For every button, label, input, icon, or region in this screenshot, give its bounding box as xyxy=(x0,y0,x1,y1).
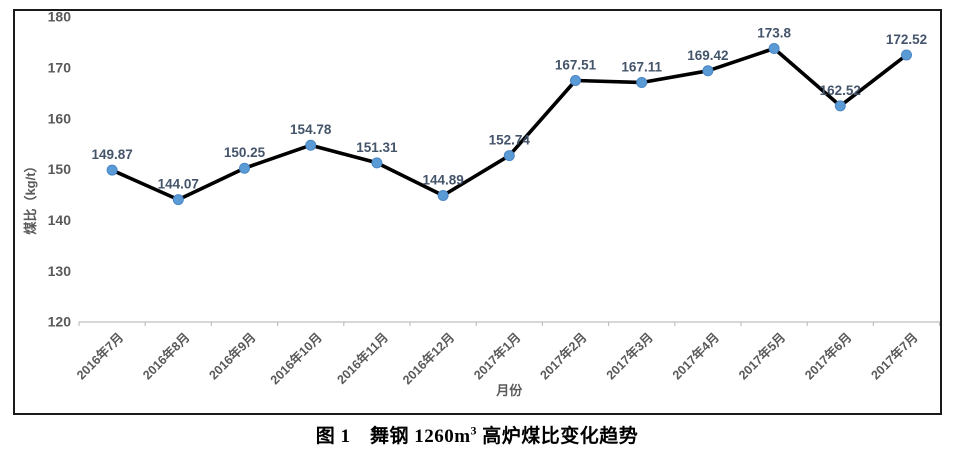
x-tick-label: 2017年1月 xyxy=(471,330,524,383)
data-point-label: 172.52 xyxy=(886,32,927,47)
line-chart-frame: 120 130 140 150 160 170 180 2016年7月 2016年8月 2016年… xyxy=(13,9,942,415)
data-point-label: 162.52 xyxy=(820,83,861,98)
data-point-label: 152.74 xyxy=(489,133,531,148)
x-tick-label: 2017年2月 xyxy=(537,330,590,383)
data-point-label: 169.42 xyxy=(687,48,728,63)
data-point-label: 144.07 xyxy=(158,177,199,192)
data-point-marker xyxy=(901,49,912,61)
figure-caption-prefix: 图 1 舞钢 1260m xyxy=(315,426,471,447)
data-point-marker xyxy=(636,77,648,89)
y-tick-label: 140 xyxy=(48,212,72,228)
x-tick-label: 2017年5月 xyxy=(735,330,788,383)
x-tick-label: 2016年12月 xyxy=(399,330,457,388)
x-tick-label: 2016年8月 xyxy=(140,330,193,383)
data-point-marker xyxy=(172,194,184,206)
data-point-label: 151.31 xyxy=(356,140,398,155)
data-point-label: 154.78 xyxy=(290,122,332,137)
x-tick-label: 2017年6月 xyxy=(802,330,855,383)
data-point-marker xyxy=(702,65,714,77)
x-tick-label: 2016年11月 xyxy=(334,330,391,387)
data-point-marker xyxy=(305,139,317,151)
data-point-label: 150.25 xyxy=(224,145,266,160)
x-tick-label: 2016年9月 xyxy=(206,330,259,383)
figure-caption: 图 1 舞钢 1260m3 高炉煤比变化趋势 xyxy=(0,421,954,448)
y-tick-label: 180 xyxy=(48,11,72,25)
data-point-marker xyxy=(371,157,383,169)
x-axis-title: 月份 xyxy=(495,383,523,398)
data-point-marker xyxy=(503,150,515,162)
x-tick-label: 2017年7月 xyxy=(868,330,921,383)
data-point-label: 173.8 xyxy=(757,26,791,41)
data-point-marker xyxy=(570,74,581,86)
y-tick-label: 120 xyxy=(48,314,72,330)
data-point-marker xyxy=(768,43,780,55)
data-point-label: 167.51 xyxy=(555,57,597,72)
data-point-label: 167.11 xyxy=(621,60,662,75)
figure-caption-suffix: 高炉煤比变化趋势 xyxy=(477,426,639,447)
x-tick-label: 2016年10月 xyxy=(267,330,325,388)
data-point-marker xyxy=(834,100,846,112)
series-line xyxy=(110,46,909,202)
y-tick-label: 130 xyxy=(48,263,72,279)
data-point-marker xyxy=(239,162,250,174)
data-point-marker xyxy=(437,189,449,201)
x-tick-label: 2016年7月 xyxy=(73,330,126,383)
figure-caption-superscript: 3 xyxy=(470,423,478,438)
y-axis-title: 煤比（kg/t） xyxy=(23,159,38,234)
y-tick-label: 150 xyxy=(48,161,72,177)
x-tick-label: 2017年3月 xyxy=(603,330,656,383)
data-point-label: 144.89 xyxy=(422,172,463,187)
x-tick-label: 2017年4月 xyxy=(669,330,722,383)
y-tick-label: 170 xyxy=(48,60,72,76)
data-point-marker xyxy=(106,164,118,176)
y-tick-label: 160 xyxy=(48,110,72,126)
data-point-label: 149.87 xyxy=(91,147,132,162)
